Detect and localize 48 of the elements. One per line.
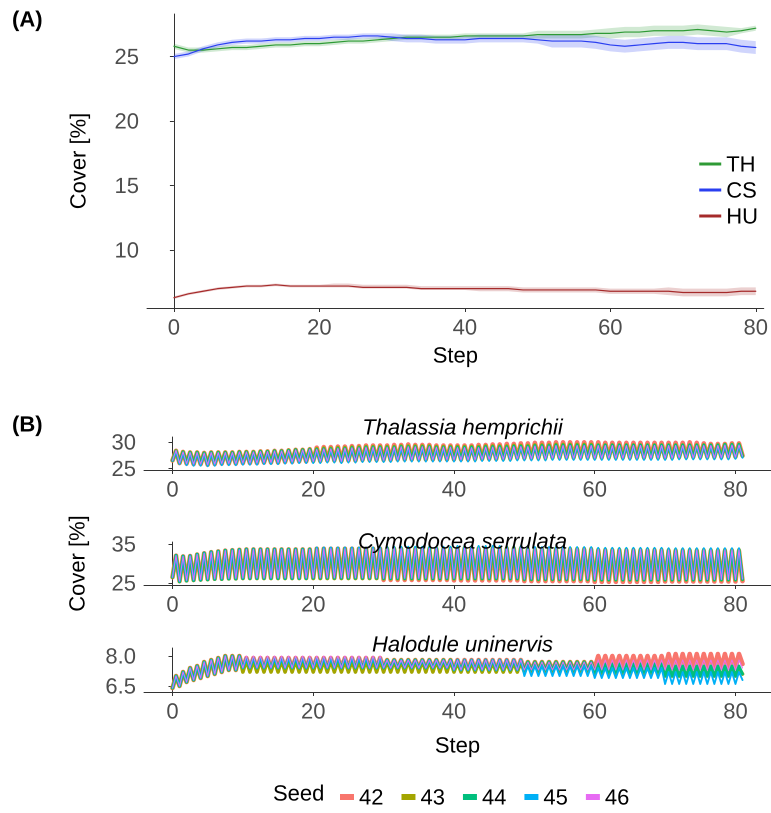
y-tick-label: 20 [114,108,139,134]
y-tick-label: 15 [114,173,139,198]
legend-label: TH [726,152,756,176]
legend-label: CS [726,178,757,202]
chart-title: Cymodocea serrulata [358,528,568,554]
x-tick-label: 40 [442,592,466,616]
x-tick-label: 0 [166,476,179,502]
x-tick-label: 40 [452,314,478,340]
legend-label: 45 [543,784,568,810]
x-tick-label: 60 [582,698,607,724]
legend-label: 44 [482,784,506,810]
x-tick-label: 80 [723,592,748,616]
x-tick-label: 40 [442,698,466,724]
chart-title: Thalassia hemprichii [362,414,564,440]
x-tick-label: 20 [301,476,326,502]
x-tick-label: 80 [723,476,748,502]
x-tick-label: 40 [442,476,466,502]
text: (B) [12,412,43,436]
text: (A) [12,6,43,32]
legend-title: Seed [273,780,324,806]
x-tick-label: 20 [301,698,326,724]
x-tick-label: 60 [582,592,607,616]
y-tick-label: 30 [112,429,136,454]
x-tick-label: 0 [166,592,179,616]
x-axis-title: Step [432,342,478,368]
y-tick-label: 35 [112,531,136,556]
y-axis-title: Cover [%] [64,515,90,612]
y-tick-label: 6.5 [105,674,136,698]
x-tick-label: 0 [166,698,179,724]
x-tick-label: 80 [723,698,748,724]
legend-label: 43 [420,784,445,810]
x-tick-label: 20 [307,314,332,340]
y-tick-label: 8.0 [105,644,136,668]
y-tick-label: 10 [114,237,139,262]
x-tick-label: 20 [301,592,326,616]
y-tick-label: 25 [112,570,136,596]
x-tick-label: 80 [744,314,768,340]
legend-label: HU [726,204,758,228]
y-tick-label: 25 [112,456,136,481]
y-axis-title: Cover [%] [66,112,90,210]
legend-label: 46 [604,784,630,810]
legend-label: 42 [359,784,384,810]
chart-title: Halodule uninervis [372,632,553,656]
x-axis-title: Step [434,732,480,758]
y-tick-label: 25 [114,44,139,70]
x-tick-label: 60 [598,314,623,340]
x-tick-label: 0 [168,314,180,340]
x-tick-label: 60 [582,476,607,502]
